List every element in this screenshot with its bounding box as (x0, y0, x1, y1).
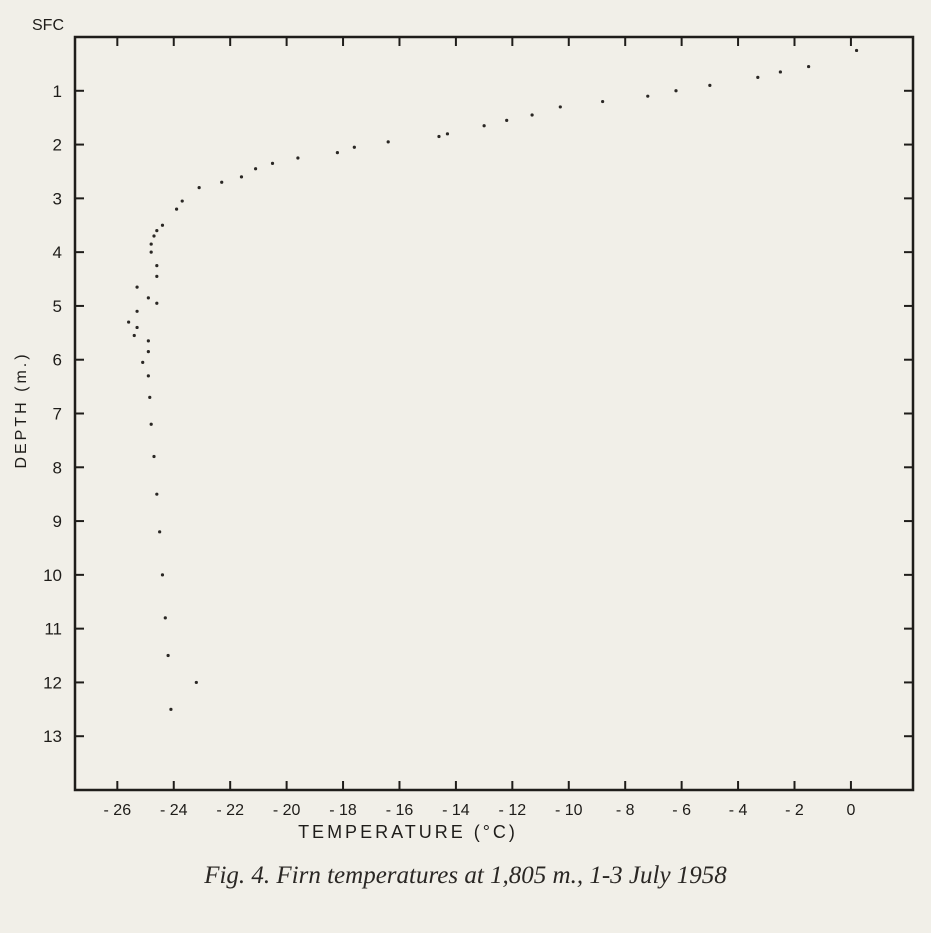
data-point (146, 296, 150, 300)
x-axis: - 26- 24- 22- 20- 18- 16- 14- 12- 10- 8-… (104, 37, 855, 819)
data-point (335, 151, 340, 155)
data-point (180, 199, 184, 203)
data-point (352, 145, 356, 149)
y-tick-label: 10 (43, 566, 62, 585)
data-point (756, 75, 760, 79)
data-point (778, 70, 782, 74)
data-point (127, 320, 131, 324)
x-tick-label: - 22 (216, 802, 244, 819)
data-point (854, 48, 859, 53)
x-tick-label: - 2 (785, 802, 804, 819)
data-point (148, 395, 152, 399)
data-point (146, 374, 150, 378)
data-point (169, 707, 173, 711)
data-point (220, 180, 224, 184)
y-tick-label: 12 (43, 673, 62, 692)
data-point (149, 422, 153, 426)
x-tick-label: - 8 (616, 802, 635, 819)
data-point (558, 105, 562, 109)
data-point (158, 530, 162, 534)
figure-caption: Fig. 4. Firn temperatures at 1,805 m., 1… (204, 862, 727, 889)
data-point (296, 156, 300, 160)
data-point (155, 274, 159, 278)
y-tick-label: 7 (53, 405, 62, 424)
data-point (194, 680, 198, 685)
x-tick-label: - 4 (729, 802, 748, 819)
y-tick-label: 13 (43, 727, 62, 746)
x-tick-label: - 24 (160, 802, 188, 819)
data-point (135, 325, 139, 330)
x-tick-label: - 26 (104, 802, 132, 819)
x-tick-label: - 6 (672, 802, 691, 819)
x-tick-label: - 14 (442, 802, 470, 819)
data-point (135, 309, 139, 313)
data-point (482, 124, 486, 128)
data-point (149, 242, 153, 246)
data-point (163, 616, 167, 620)
data-point (253, 167, 258, 171)
data-point (155, 229, 159, 233)
data-point (155, 492, 159, 496)
data-point (146, 350, 150, 354)
plot-border (73, 35, 915, 792)
data-point (174, 207, 179, 211)
y-tick-label: 4 (53, 243, 62, 262)
data-point (601, 99, 605, 104)
y-tick-label: 11 (44, 620, 62, 639)
data-point (708, 83, 712, 88)
data-point (141, 360, 145, 365)
y-tick-label: 6 (53, 351, 62, 370)
data-point (197, 186, 201, 190)
data-point (152, 234, 156, 238)
y-tick-label: 1 (53, 82, 62, 101)
data-point (155, 263, 159, 268)
data-point (239, 175, 244, 179)
x-tick-label: - 10 (555, 802, 583, 819)
data-point (530, 113, 534, 117)
y-tick-label: 9 (53, 512, 62, 531)
y-tick-label: 5 (53, 297, 62, 316)
data-point (132, 333, 136, 338)
data-point (149, 250, 153, 254)
data-point (160, 223, 165, 227)
data-point (166, 653, 170, 658)
x-tick-label: - 12 (499, 802, 527, 819)
data-point (445, 132, 450, 136)
x-tick-label: - 18 (329, 802, 357, 819)
data-point (270, 161, 275, 165)
surface-label: SFC (32, 17, 64, 34)
data-point (646, 94, 650, 98)
data-point (437, 134, 441, 139)
y-axis-title: DEPTH (m.) (13, 351, 30, 468)
data-point (155, 301, 159, 305)
data-point (505, 118, 509, 122)
y-tick-label: 2 (53, 136, 62, 155)
data-point (386, 140, 390, 144)
x-tick-label: 0 (846, 802, 855, 819)
data-points (127, 48, 859, 711)
data-point (152, 454, 156, 459)
x-tick-label: - 16 (386, 802, 414, 819)
y-tick-label: 3 (53, 189, 62, 208)
data-point (807, 64, 811, 69)
x-axis-title: TEMPERATURE (°C) (298, 822, 518, 842)
axes-frame (73, 35, 915, 792)
data-point (160, 573, 165, 577)
y-tick-label: 8 (53, 458, 62, 477)
data-point (674, 89, 678, 93)
data-point (135, 285, 139, 289)
x-tick-label: - 20 (273, 802, 301, 819)
data-point (146, 339, 150, 343)
